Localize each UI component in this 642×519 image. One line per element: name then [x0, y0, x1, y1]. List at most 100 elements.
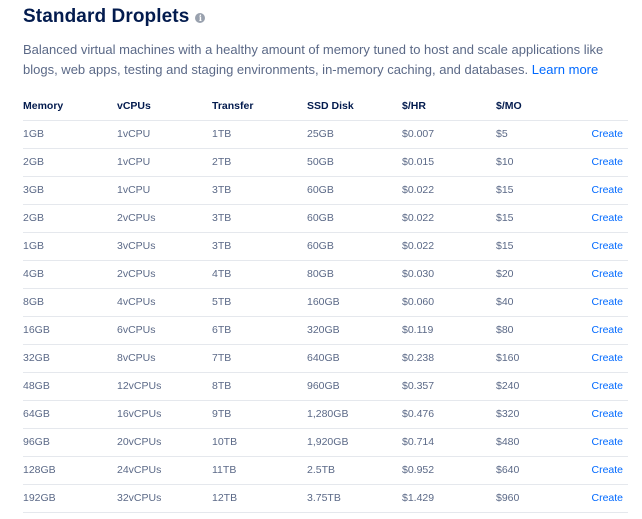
cell-ssd-disk: 3.75TB — [307, 492, 341, 504]
cell-memory: 32GB — [23, 352, 50, 364]
column-header-vcpus: vCPUs — [117, 100, 151, 112]
cell-memory: 3GB — [23, 184, 45, 196]
table-row: 1GB 1vCPU 1TB 25GB $0.007 $5 Create — [23, 121, 628, 149]
cell-price-monthly: $5 — [496, 128, 508, 140]
cell-transfer: 9TB — [212, 408, 232, 420]
create-button[interactable]: Create — [591, 296, 623, 308]
cell-price-hourly: $0.119 — [402, 324, 434, 336]
cell-price-hourly: $0.714 — [402, 436, 435, 448]
cell-memory: 16GB — [23, 324, 50, 336]
create-button[interactable]: Create — [591, 380, 623, 392]
cell-memory: 64GB — [23, 408, 50, 420]
cell-price-hourly: $0.952 — [402, 464, 435, 476]
learn-more-link[interactable]: Learn more — [531, 62, 599, 77]
cell-price-hourly: $0.022 — [402, 184, 435, 196]
cell-vcpus: 20vCPUs — [117, 436, 162, 448]
table-row: 96GB 20vCPUs 10TB 1,920GB $0.714 $480 Create — [23, 429, 628, 457]
cell-ssd-disk: 320GB — [307, 324, 340, 336]
table-row: 1GB 3vCPUs 3TB 60GB $0.022 $15 Create — [23, 233, 628, 261]
cell-price-hourly: $0.007 — [402, 128, 435, 140]
cell-transfer: 11TB — [212, 464, 237, 476]
cell-memory: 48GB — [23, 380, 50, 392]
cell-price-monthly: $320 — [496, 408, 520, 420]
create-button[interactable]: Create — [591, 212, 623, 224]
create-button[interactable]: Create — [591, 268, 623, 280]
cell-vcpus: 3vCPUs — [117, 240, 156, 252]
table-row: 128GB 24vCPUs 11TB 2.5TB $0.952 $640 Create — [23, 457, 628, 485]
cell-transfer: 12TB — [212, 492, 238, 504]
table-row: 64GB 16vCPUs 9TB 1,280GB $0.476 $320 Create — [23, 401, 628, 429]
table-row: 2GB 2vCPUs 3TB 60GB $0.022 $15 Create — [23, 205, 628, 233]
table-body: 1GB 1vCPU 1TB 25GB $0.007 $5 Create 2GB 1vCPU 2TB… — [23, 121, 628, 513]
create-button[interactable]: Create — [591, 352, 623, 364]
cell-transfer: 3TB — [212, 240, 232, 252]
cell-price-monthly: $480 — [496, 436, 520, 448]
cell-price-hourly: $1.429 — [402, 492, 435, 504]
table-row: 3GB 1vCPU 3TB 60GB $0.022 $15 Create — [23, 177, 628, 205]
cell-price-hourly: $0.030 — [402, 268, 435, 280]
cell-vcpus: 1vCPU — [117, 184, 151, 196]
create-button[interactable]: Create — [591, 408, 623, 420]
cell-price-hourly: $0.238 — [402, 352, 435, 364]
cell-ssd-disk: 1,920GB — [307, 436, 349, 448]
create-button[interactable]: Create — [591, 492, 623, 504]
cell-price-hourly: $0.357 — [402, 380, 435, 392]
cell-ssd-disk: 60GB — [307, 184, 334, 196]
cell-transfer: 3TB — [212, 212, 232, 224]
cell-price-hourly: $0.476 — [402, 408, 435, 420]
cell-price-monthly: $10 — [496, 156, 514, 168]
cell-price-monthly: $15 — [496, 184, 514, 196]
table-row: 4GB 2vCPUs 4TB 80GB $0.030 $20 Create — [23, 261, 628, 289]
cell-vcpus: 1vCPU — [117, 128, 151, 140]
cell-ssd-disk: 80GB — [307, 268, 334, 280]
table-row: 192GB 32vCPUs 12TB 3.75TB $1.429 $960 Create — [23, 485, 628, 513]
create-button[interactable]: Create — [591, 156, 623, 168]
cell-transfer: 2TB — [212, 156, 232, 168]
cell-ssd-disk: 1,280GB — [307, 408, 349, 420]
cell-ssd-disk: 160GB — [307, 296, 340, 308]
cell-transfer: 6TB — [212, 324, 232, 336]
column-header-ssd-disk: SSD Disk — [307, 100, 354, 112]
cell-vcpus: 2vCPUs — [117, 212, 156, 224]
table-row: 2GB 1vCPU 2TB 50GB $0.015 $10 Create — [23, 149, 628, 177]
cell-transfer: 3TB — [212, 184, 232, 196]
pricing-table: Memory vCPUs Transfer SSD Disk $/HR $/MO… — [23, 94, 628, 513]
cell-ssd-disk: 60GB — [307, 212, 334, 224]
create-button[interactable]: Create — [591, 436, 623, 448]
cell-vcpus: 16vCPUs — [117, 408, 162, 420]
column-header-memory: Memory — [23, 100, 64, 112]
cell-transfer: 4TB — [212, 268, 232, 280]
cell-price-monthly: $960 — [496, 492, 520, 504]
info-icon[interactable]: i — [195, 13, 206, 23]
column-header-price-monthly: $/MO — [496, 100, 522, 112]
create-button[interactable]: Create — [591, 240, 623, 252]
cell-price-monthly: $15 — [496, 212, 514, 224]
create-button[interactable]: Create — [591, 128, 623, 140]
cell-memory: 2GB — [23, 212, 45, 224]
cell-vcpus: 1vCPU — [117, 156, 151, 168]
column-header-price-hourly: $/HR — [402, 100, 426, 112]
cell-ssd-disk: 25GB — [307, 128, 334, 140]
cell-vcpus: 32vCPUs — [117, 492, 162, 504]
cell-memory: 192GB — [23, 492, 56, 504]
cell-transfer: 7TB — [212, 352, 232, 364]
create-button[interactable]: Create — [591, 184, 623, 196]
create-button[interactable]: Create — [591, 464, 623, 476]
cell-memory: 2GB — [23, 156, 45, 168]
cell-transfer: 8TB — [212, 380, 232, 392]
cell-price-monthly: $640 — [496, 464, 520, 476]
cell-ssd-disk: 50GB — [307, 156, 334, 168]
cell-price-monthly: $40 — [496, 296, 514, 308]
cell-memory: 4GB — [23, 268, 45, 280]
table-row: 16GB 6vCPUs 6TB 320GB $0.119 $80 Create — [23, 317, 628, 345]
cell-price-hourly: $0.060 — [402, 296, 435, 308]
table-row: 48GB 12vCPUs 8TB 960GB $0.357 $240 Create — [23, 373, 628, 401]
cell-vcpus: 8vCPUs — [117, 352, 156, 364]
cell-price-hourly: $0.022 — [402, 240, 435, 252]
table-row: 8GB 4vCPUs 5TB 160GB $0.060 $40 Create — [23, 289, 628, 317]
description: Balanced virtual machines with a healthy… — [23, 40, 628, 80]
cell-price-monthly: $80 — [496, 324, 514, 336]
cell-ssd-disk: 2.5TB — [307, 464, 336, 476]
description-text: Balanced virtual machines with a healthy… — [23, 42, 604, 77]
create-button[interactable]: Create — [591, 324, 623, 336]
